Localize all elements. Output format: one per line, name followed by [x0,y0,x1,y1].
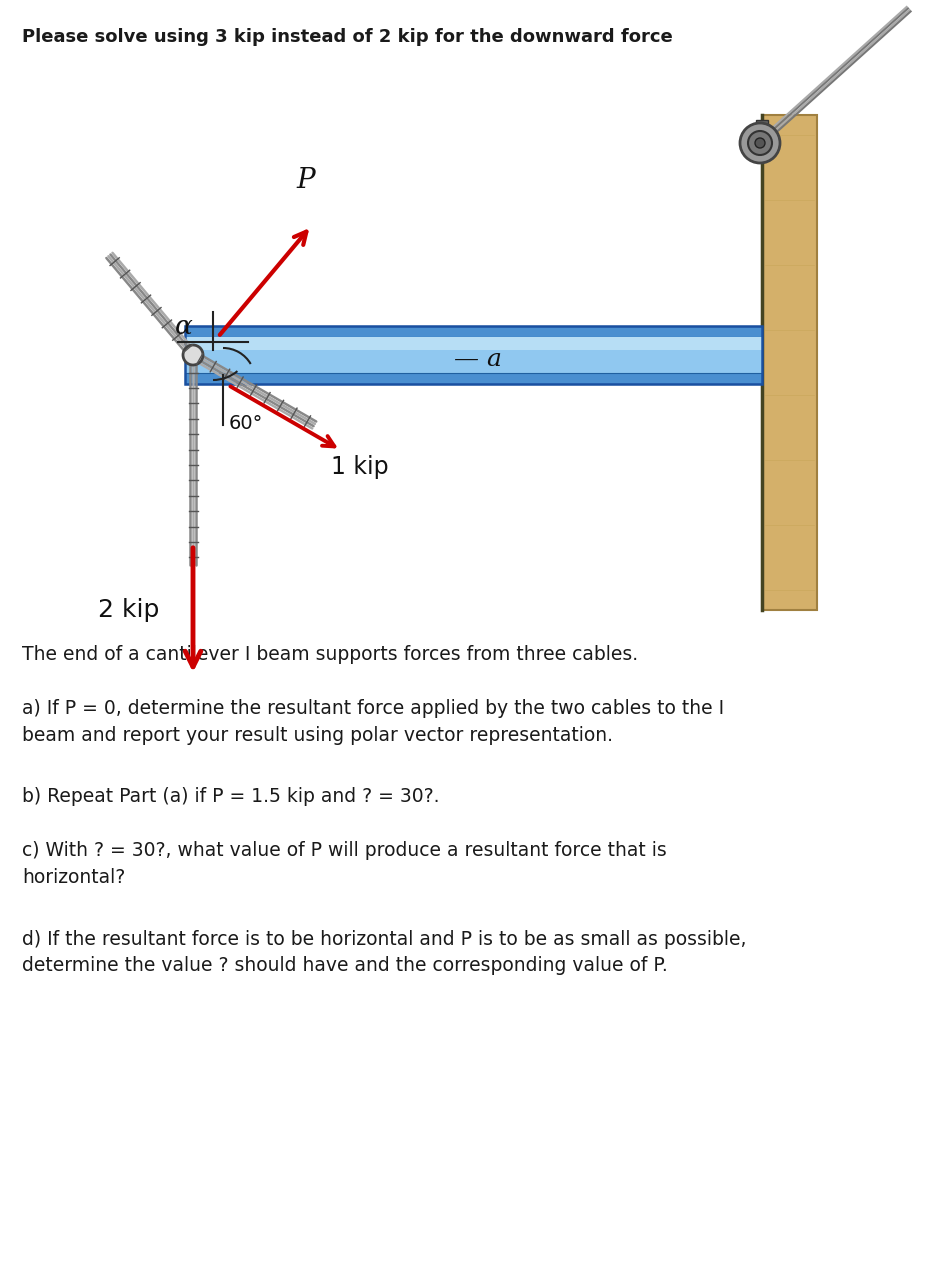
Text: — a: — a [454,348,502,371]
Text: b) Repeat Part (a) if P = 1.5 kip and ? = 30?.: b) Repeat Part (a) if P = 1.5 kip and ? … [22,787,440,806]
Bar [185,326,762,337]
Circle shape [740,123,780,163]
Circle shape [755,138,765,148]
Text: Please solve using 3 kip instead of 2 kip for the downward force: Please solve using 3 kip instead of 2 ki… [22,28,672,46]
Text: P: P [297,166,316,195]
Bar [185,337,762,349]
Text: 1 kip: 1 kip [331,454,389,479]
Circle shape [748,131,772,155]
Text: d) If the resultant force is to be horizontal and P is to be as small as possibl: d) If the resultant force is to be horiz… [22,929,746,975]
Text: c) With ? = 30?, what value of P will produce a resultant force that is
horizont: c) With ? = 30?, what value of P will pr… [22,841,667,887]
Text: α: α [175,314,192,339]
Bar [185,326,762,384]
Text: a) If P = 0, determine the resultant force applied by the two cables to the I
be: a) If P = 0, determine the resultant for… [22,699,724,745]
Text: 60°: 60° [229,413,263,433]
Circle shape [183,346,203,365]
Bar [756,120,768,140]
Bar [762,115,817,611]
Text: 2 kip: 2 kip [98,598,160,622]
Bar [185,372,762,384]
Bar [185,337,762,372]
Text: The end of a cantilever I beam supports forces from three cables.: The end of a cantilever I beam supports … [22,645,638,664]
